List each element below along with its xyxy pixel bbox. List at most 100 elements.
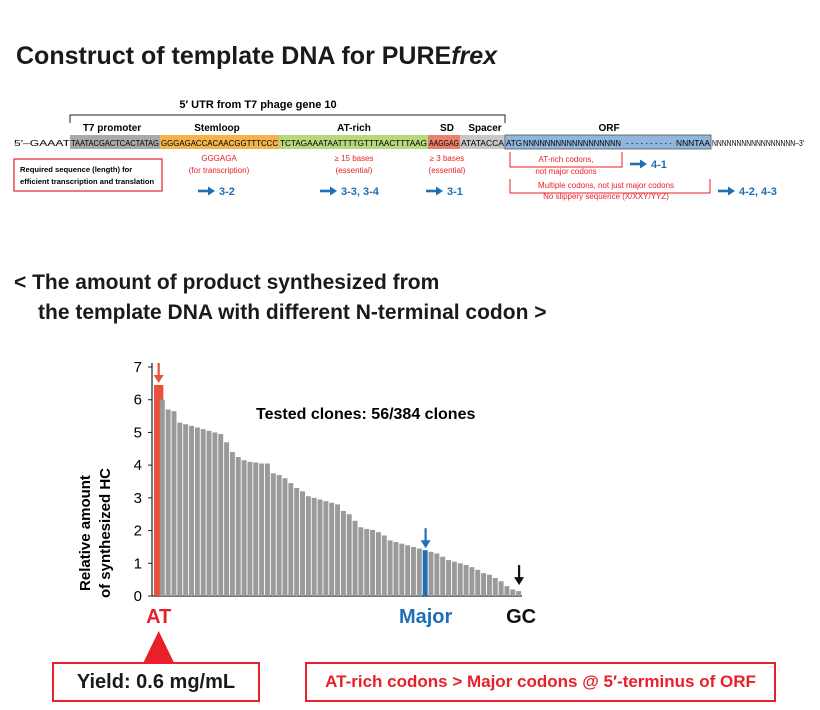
seq-stemloop: GGGAGACCACAACGGTTTCCC bbox=[161, 139, 278, 148]
seq-orf-end: NNNTAA bbox=[676, 139, 711, 148]
bar bbox=[235, 456, 241, 596]
utr-bracket bbox=[69, 114, 506, 123]
ref-arrow-icon bbox=[718, 186, 735, 196]
ref-orf1: 4-1 bbox=[651, 159, 667, 171]
bar bbox=[218, 434, 224, 596]
stemloop-note-line2: (for transcription) bbox=[189, 166, 250, 175]
ref-arrow-icon bbox=[198, 186, 215, 196]
seq-atrich: TCTAGAAATAATTTTGTTTAACTTTAAG bbox=[280, 139, 427, 148]
orf-note1-bracket bbox=[509, 152, 623, 168]
y-tick-label: 2 bbox=[134, 523, 142, 540]
bar bbox=[229, 452, 235, 596]
bar bbox=[463, 564, 469, 596]
bar bbox=[516, 591, 522, 596]
bar bbox=[294, 488, 300, 596]
bar bbox=[305, 496, 311, 596]
ref-sd: 3-1 bbox=[447, 186, 463, 198]
sd-region bbox=[428, 135, 460, 149]
y-axis-title: Relative amount of synthesized HC bbox=[77, 468, 114, 598]
major-label: Major bbox=[399, 606, 453, 628]
bar bbox=[270, 473, 276, 596]
sd-note-line1: ≥ 3 bases bbox=[430, 154, 465, 163]
bar bbox=[241, 460, 247, 596]
region-label-sd: SD bbox=[440, 123, 454, 134]
bar bbox=[317, 499, 323, 596]
yield-chart: Relative amount of synthesized HC 0 1 2 3 4 5… bbox=[77, 359, 536, 662]
bar bbox=[492, 578, 498, 596]
yield-label: Yield: 0.6 mg/mL bbox=[76, 670, 236, 693]
bar bbox=[405, 545, 411, 596]
bar bbox=[387, 540, 393, 596]
y-tick-label: 7 bbox=[134, 359, 142, 376]
ref-orf2: 4-2, 4-3 bbox=[739, 186, 777, 198]
gc-arrow-icon bbox=[514, 565, 525, 586]
bar bbox=[177, 422, 183, 596]
seq-orf-dots: ·········· bbox=[625, 138, 673, 148]
seq-t7: TAATACGACTCACTATAG bbox=[71, 139, 159, 148]
yield-pointer-triangle bbox=[143, 631, 174, 662]
y-tick-label: 1 bbox=[134, 555, 142, 572]
orf-note2-bracket bbox=[509, 179, 711, 194]
bar bbox=[340, 510, 346, 596]
region-label-stemloop: Stemloop bbox=[194, 123, 240, 134]
bar bbox=[183, 424, 189, 596]
y-tick-label: 4 bbox=[134, 457, 142, 474]
bar bbox=[434, 553, 440, 596]
ref-stemloop: 3-2 bbox=[219, 186, 235, 198]
ref-arrow-icon bbox=[630, 159, 647, 169]
tested-clones-annotation: Tested clones: 56/384 clones bbox=[256, 406, 475, 423]
bar bbox=[364, 528, 370, 596]
required-box-line2: efficient transcription and translation bbox=[20, 177, 155, 186]
bar bbox=[375, 532, 381, 596]
bar bbox=[200, 429, 206, 596]
bar bbox=[194, 427, 200, 596]
bar bbox=[212, 432, 218, 596]
bar bbox=[253, 462, 259, 596]
bar bbox=[393, 542, 399, 596]
bar-major bbox=[422, 550, 428, 596]
bar bbox=[358, 527, 364, 596]
region-label-orf: ORF bbox=[598, 123, 619, 134]
atrich-note-line1: ≥ 15 bases bbox=[334, 154, 373, 163]
bar-series bbox=[154, 384, 522, 596]
bar bbox=[171, 411, 177, 596]
region-label-t7: T7 promoter bbox=[83, 123, 141, 134]
region-label-spacer: Spacer bbox=[468, 123, 501, 134]
required-sequence-box bbox=[13, 158, 163, 192]
y-tick-label: 0 bbox=[134, 588, 142, 605]
bar bbox=[486, 574, 492, 596]
seq-orf-n: NNNNNNNNNNNNNNNNNN bbox=[523, 139, 621, 148]
highlight-markers bbox=[153, 362, 525, 586]
bar bbox=[370, 529, 376, 596]
bar bbox=[469, 567, 475, 596]
bar bbox=[428, 551, 434, 596]
seq-sd: AAGGAG bbox=[429, 139, 459, 148]
bar bbox=[189, 425, 194, 596]
bar bbox=[475, 569, 481, 596]
construct-diagram: 5′ UTR from T7 phage gene 10 T7 promoter… bbox=[13, 99, 804, 201]
page-title: Construct of template DNA for PUREfrex bbox=[16, 42, 498, 70]
bar bbox=[446, 560, 452, 596]
stemloop-note-line1: GGGAGA bbox=[201, 154, 237, 163]
bar bbox=[165, 409, 171, 596]
ref-atrich: 3-3, 3-4 bbox=[341, 186, 380, 198]
section-title-line2: the template DNA with different N-termin… bbox=[38, 301, 547, 324]
seq-spacer: ATATACCA bbox=[461, 139, 505, 148]
stemloop-region bbox=[160, 135, 279, 149]
spacer-region bbox=[460, 135, 505, 149]
bar bbox=[381, 535, 387, 596]
major-arrow-icon bbox=[420, 528, 431, 549]
bar bbox=[510, 589, 516, 596]
orf-note2-line1: Multiple codons, not just major codons bbox=[538, 181, 674, 190]
bar bbox=[282, 478, 288, 596]
bar bbox=[206, 430, 212, 596]
atrich-region bbox=[279, 135, 428, 149]
section-title-line1: < The amount of product synthesized from bbox=[14, 271, 440, 294]
atrich-note-line2: (essential) bbox=[336, 166, 373, 175]
bar bbox=[247, 461, 253, 596]
bar bbox=[159, 399, 165, 596]
y-tick-label: 3 bbox=[134, 490, 142, 507]
region-label-atrich: AT-rich bbox=[337, 123, 371, 134]
orf-region bbox=[504, 134, 712, 150]
utr-label: 5′ UTR from T7 phage gene 10 bbox=[179, 99, 336, 111]
